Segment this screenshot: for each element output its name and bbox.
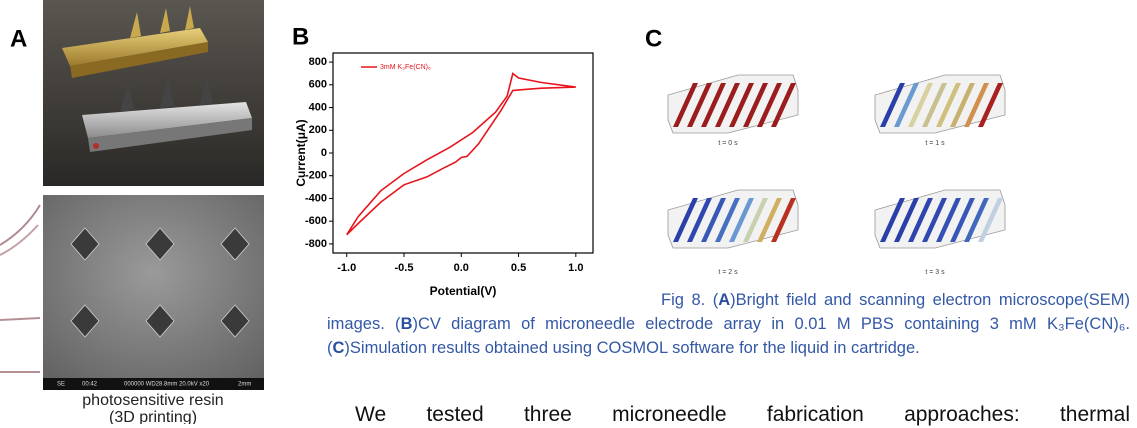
cv-chart: -800 -600 -400 -200 0 200 400 600 800 -1.0 -0.5 0.0…: [294, 52, 594, 298]
stripe: [894, 198, 919, 242]
stripe: [729, 83, 754, 127]
y-axis-label: Current(μA): [294, 119, 308, 186]
time-label: t = 3 s: [925, 269, 945, 276]
time-label: t = 0 s: [718, 140, 738, 147]
simulation-images: t = 0 s t = 1 s t = 2 s t = 3 s: [667, 74, 1006, 276]
legend-label: 3mM K₃Fe(CN)₆: [380, 64, 431, 71]
y-tick-label: -200: [305, 170, 327, 182]
stripe: [757, 83, 782, 127]
cv-curve: [346, 72, 576, 236]
sem-info: SE: [57, 382, 65, 388]
caption-panel-ref: B: [400, 315, 413, 333]
stripe: [743, 83, 768, 127]
stripe: [687, 83, 712, 127]
x-tick-label: -0.5: [395, 262, 414, 274]
decoration: [0, 204, 41, 246]
figure-caption: Fig 8. (A)Bright field and scanning elec…: [327, 288, 1130, 360]
body-text: We tested three microneedle fabrication …: [355, 403, 1130, 426]
caption-panel-ref: C: [332, 339, 345, 357]
stripe: [978, 83, 1003, 127]
stripe: [908, 83, 933, 127]
stripe: [701, 198, 726, 242]
sem-info: 2mm: [238, 382, 251, 388]
stripe: [908, 198, 933, 242]
panel-label: C: [645, 25, 662, 52]
stripe: [950, 198, 975, 242]
panel-label: B: [292, 23, 309, 50]
y-tick-label: 0: [321, 147, 327, 159]
decoration: [0, 317, 41, 321]
y-tick-label: 200: [309, 124, 327, 136]
decoration: [0, 224, 39, 256]
stripe: [964, 83, 989, 127]
stripe: [964, 198, 989, 242]
stripe: [978, 198, 1003, 242]
stripe: [771, 83, 796, 127]
y-tick-label: -800: [305, 238, 327, 250]
panel-label: A: [10, 25, 27, 52]
stripe: [743, 198, 768, 242]
stripe: [757, 198, 782, 242]
time-label: t = 1 s: [925, 140, 945, 147]
stripe: [715, 83, 740, 127]
x-tick-label: -1.0: [337, 262, 356, 274]
stripe: [936, 83, 961, 127]
caption-text: )Bright field and scanning electron micr…: [327, 291, 1130, 333]
stripe: [922, 198, 947, 242]
sem-info: 00:42: [82, 382, 98, 388]
y-tick-label: 800: [309, 56, 327, 68]
stripe: [771, 198, 796, 242]
caption-text: )CV diagram of microneedle electrode arr…: [327, 315, 1130, 357]
x-tick-label: 0.5: [511, 262, 526, 274]
stripe: [936, 198, 961, 242]
y-tick-label: 400: [309, 101, 327, 113]
caption-text: )Simulation results obtained using COSMO…: [344, 339, 920, 357]
stripe: [880, 83, 905, 127]
plot-frame: [332, 52, 594, 254]
stripe: [715, 198, 740, 242]
time-label: t = 2 s: [718, 269, 738, 276]
stripe: [673, 198, 698, 242]
x-axis-label: Potential(V): [430, 284, 497, 298]
stripe: [701, 83, 726, 127]
stripe: [729, 198, 754, 242]
caption-panel-ref: A: [718, 291, 731, 309]
x-tick-label: 1.0: [568, 262, 583, 274]
stripe: [950, 83, 975, 127]
y-tick-label: -600: [305, 215, 327, 227]
image-label: (3D printing): [109, 409, 197, 424]
sem-image: SE 00:42 000000 WD28.8mm 20.0kV x20 2mm: [43, 195, 264, 390]
y-tick-label: -400: [305, 192, 327, 204]
stripe: [894, 83, 919, 127]
stripe: [922, 83, 947, 127]
stripe: [687, 198, 712, 242]
caption-text: Fig 8. (: [661, 291, 719, 309]
stripe: [673, 83, 698, 127]
image-label: photosensitive resin: [82, 392, 223, 409]
photo: [43, 0, 264, 186]
sem-info: 000000 WD28.8mm 20.0kV x20: [124, 382, 210, 388]
x-tick-label: 0.0: [454, 262, 469, 274]
stripe: [880, 198, 905, 242]
y-tick-label: 600: [309, 79, 327, 91]
